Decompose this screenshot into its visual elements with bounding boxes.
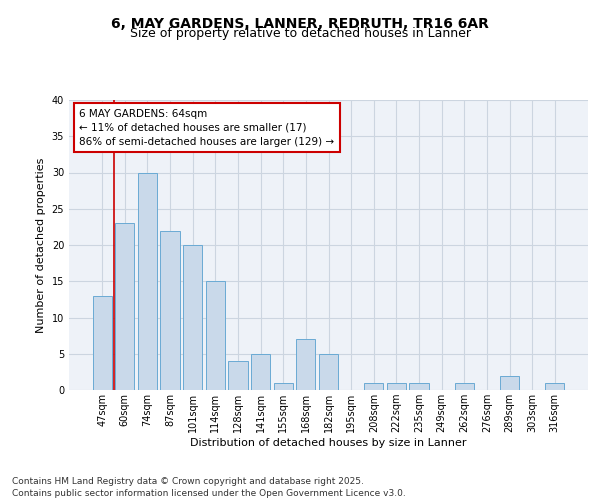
Bar [274,383,293,390]
Bar [183,245,202,390]
Bar [409,383,428,390]
Bar [387,383,406,390]
Bar [229,361,248,390]
Bar [138,172,157,390]
Bar [296,339,316,390]
Text: 6 MAY GARDENS: 64sqm
← 11% of detached houses are smaller (17)
86% of semi-detac: 6 MAY GARDENS: 64sqm ← 11% of detached h… [79,108,335,146]
Bar [319,354,338,390]
Bar [500,376,519,390]
Bar [92,296,112,390]
Text: Contains HM Land Registry data © Crown copyright and database right 2025.
Contai: Contains HM Land Registry data © Crown c… [12,476,406,498]
X-axis label: Distribution of detached houses by size in Lanner: Distribution of detached houses by size … [190,438,467,448]
Bar [455,383,474,390]
Bar [206,281,225,390]
Bar [251,354,270,390]
Y-axis label: Number of detached properties: Number of detached properties [36,158,46,332]
Bar [115,223,134,390]
Bar [545,383,565,390]
Text: Size of property relative to detached houses in Lanner: Size of property relative to detached ho… [130,28,470,40]
Bar [160,230,180,390]
Bar [364,383,383,390]
Text: 6, MAY GARDENS, LANNER, REDRUTH, TR16 6AR: 6, MAY GARDENS, LANNER, REDRUTH, TR16 6A… [111,18,489,32]
